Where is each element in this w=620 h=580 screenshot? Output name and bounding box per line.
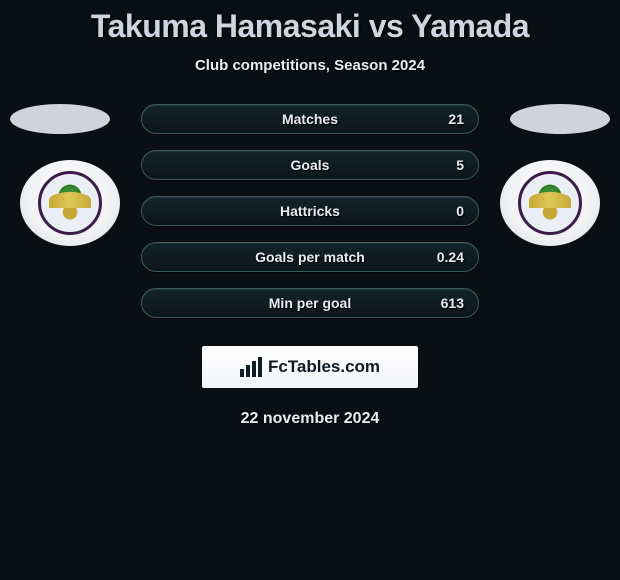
season-subtitle: Club competitions, Season 2024 (0, 57, 620, 74)
comparison-panel: Matches 21 Goals 5 Hattricks 0 Goals per… (0, 104, 620, 428)
stat-row-hattricks: Hattricks 0 (141, 196, 479, 226)
bar-chart-icon (240, 357, 262, 377)
club-badge-left (20, 160, 120, 246)
stat-label: Goals (291, 157, 330, 173)
stat-value: 5 (456, 157, 464, 173)
stat-label: Hattricks (280, 203, 340, 219)
stat-value: 0 (456, 203, 464, 219)
stat-value: 21 (448, 111, 464, 127)
stat-label: Min per goal (269, 295, 351, 311)
stat-row-goals: Goals 5 (141, 150, 479, 180)
brand-text: FcTables.com (268, 357, 380, 377)
club-crest-icon (38, 171, 102, 235)
comparison-title: Takuma Hamasaki vs Yamada (0, 0, 620, 45)
club-badge-right (500, 160, 600, 246)
brand-pill: FcTables.com (202, 346, 418, 388)
stat-row-matches: Matches 21 (141, 104, 479, 134)
stat-row-goals-per-match: Goals per match 0.24 (141, 242, 479, 272)
player-left-placeholder (10, 104, 110, 134)
stat-rows: Matches 21 Goals 5 Hattricks 0 Goals per… (141, 104, 479, 318)
stat-value: 613 (441, 295, 464, 311)
player-right-placeholder (510, 104, 610, 134)
stat-label: Matches (282, 111, 338, 127)
stat-value: 0.24 (437, 249, 464, 265)
club-crest-icon (518, 171, 582, 235)
stat-row-min-per-goal: Min per goal 613 (141, 288, 479, 318)
snapshot-date: 22 november 2024 (0, 410, 620, 428)
stat-label: Goals per match (255, 249, 365, 265)
